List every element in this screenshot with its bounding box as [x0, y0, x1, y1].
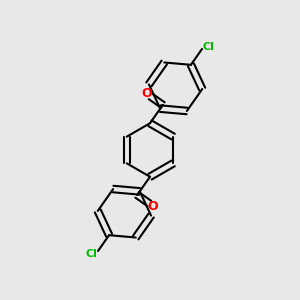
Text: Cl: Cl: [85, 249, 98, 259]
Text: O: O: [142, 87, 152, 101]
Text: Cl: Cl: [202, 42, 214, 52]
Text: O: O: [148, 200, 158, 213]
